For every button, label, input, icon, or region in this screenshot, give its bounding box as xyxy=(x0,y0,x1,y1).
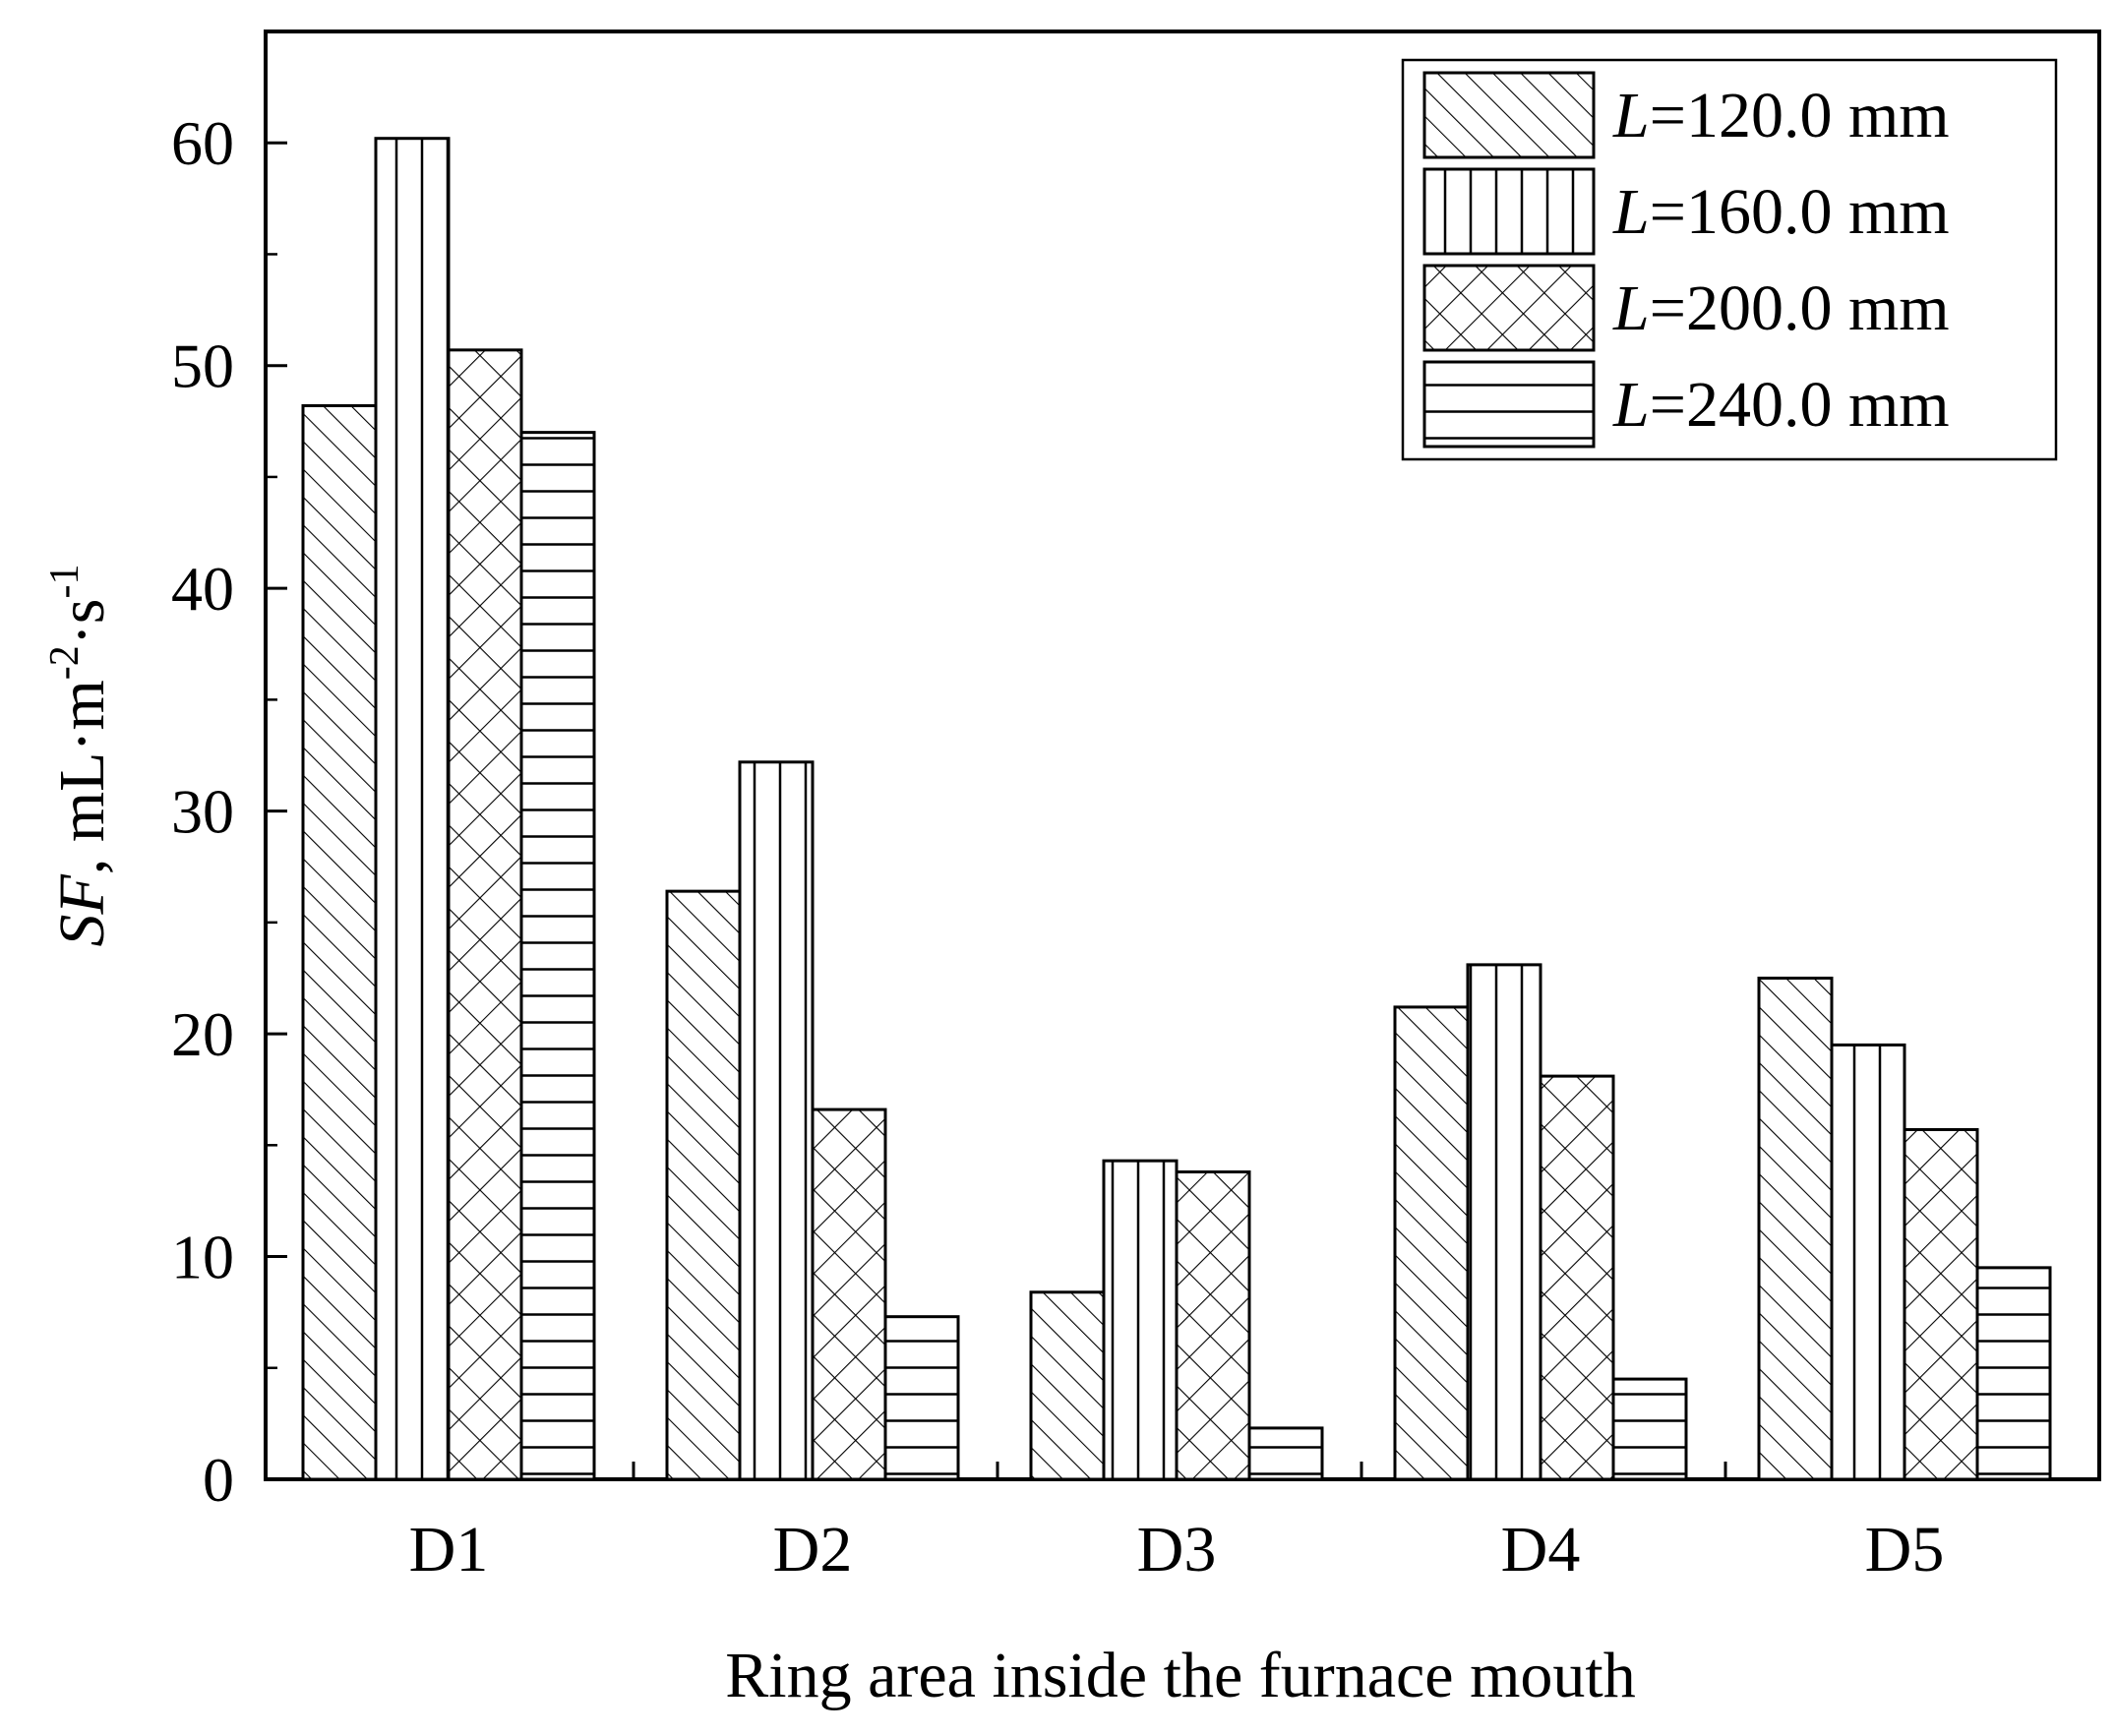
y-axis: 0 10 20 30 40 50 60 xyxy=(171,108,287,1515)
y-tick-label: 30 xyxy=(171,777,234,847)
x-category-label-d1: D1 xyxy=(409,1514,489,1586)
bar-d1-series-1 xyxy=(301,403,378,1481)
y-tick-label: 40 xyxy=(171,554,234,624)
legend-label-value: =120.0 mm xyxy=(1650,80,1950,151)
bar-d4-series-2 xyxy=(1466,963,1542,1481)
legend-swatch-series-3 xyxy=(1422,264,1596,352)
bar-d4-series-4 xyxy=(1611,1377,1688,1481)
y-axis-title-separator: , xyxy=(46,842,118,874)
bar-d5-series-2 xyxy=(1830,1043,1906,1481)
bar-d2-series-2 xyxy=(738,760,815,1481)
x-category-label-d4: D4 xyxy=(1501,1514,1581,1586)
x-category-label-d3: D3 xyxy=(1137,1514,1217,1586)
bar-d3-series-1 xyxy=(1029,1290,1106,1481)
bar-d5-series-4 xyxy=(1975,1266,2052,1481)
legend-label-variable: L xyxy=(1612,272,1650,344)
bar-d3-series-2 xyxy=(1102,1159,1179,1481)
bar-d1-series-4 xyxy=(519,431,596,1481)
legend-label-value: =160.0 mm xyxy=(1650,176,1950,248)
legend-label-series-3: L=200.0 mm xyxy=(1612,272,1950,344)
bar-d1-series-3 xyxy=(447,348,523,1481)
x-category-label-d5: D5 xyxy=(1865,1514,1945,1586)
legend-label-series-1: L=120.0 mm xyxy=(1612,80,1950,151)
legend-swatch-series-2 xyxy=(1422,167,1596,256)
y-axis-title-unit-b: ·s xyxy=(46,599,118,646)
y-tick-label: 20 xyxy=(171,999,234,1069)
y-axis-title-unit-a: mL·m xyxy=(46,680,118,842)
bar-d2-series-4 xyxy=(883,1315,960,1481)
legend-label-variable: L xyxy=(1612,369,1650,441)
y-axis-title-exponent-b: -1 xyxy=(42,565,88,599)
bars-group xyxy=(301,137,2052,1481)
legend: L=120.0 mmL=160.0 mmL=200.0 mmL=240.0 mm xyxy=(1401,58,2058,461)
bar-d3-series-3 xyxy=(1175,1169,1251,1481)
bar-d2-series-3 xyxy=(811,1107,887,1481)
legend-swatch-series-1 xyxy=(1422,71,1596,159)
y-tick-label: 10 xyxy=(171,1223,234,1292)
legend-label-variable: L xyxy=(1612,176,1650,248)
y-axis-title: SF, mL·m-2·s-1 xyxy=(42,565,118,947)
y-tick-label: 0 xyxy=(203,1445,234,1515)
bar-d4-series-1 xyxy=(1393,1005,1470,1481)
bar-d2-series-1 xyxy=(665,889,742,1481)
legend-label-series-4: L=240.0 mm xyxy=(1612,369,1950,441)
x-axis-title: Ring area inside the furnace mouth xyxy=(725,1640,1636,1711)
bar-d1-series-2 xyxy=(374,137,451,1481)
y-tick-label: 60 xyxy=(171,108,234,178)
legend-label-variable: L xyxy=(1612,80,1650,151)
legend-label-value: =240.0 mm xyxy=(1650,369,1950,441)
legend-swatch-series-4 xyxy=(1422,360,1596,449)
y-tick-label: 50 xyxy=(171,331,234,401)
bar-d4-series-3 xyxy=(1539,1074,1615,1481)
bar-d5-series-3 xyxy=(1903,1127,1979,1481)
y-axis-title-exponent-a: -2 xyxy=(42,645,88,680)
bar-d3-series-4 xyxy=(1247,1426,1324,1481)
legend-label-series-2: L=160.0 mm xyxy=(1612,176,1950,248)
bar-d5-series-1 xyxy=(1757,976,1834,1481)
legend-label-value: =200.0 mm xyxy=(1650,272,1950,344)
x-category-label-d2: D2 xyxy=(773,1514,853,1586)
y-axis-title-variable: SF xyxy=(46,873,118,946)
x-axis: D1 D2 D3 D4 D5 xyxy=(409,1462,1945,1586)
